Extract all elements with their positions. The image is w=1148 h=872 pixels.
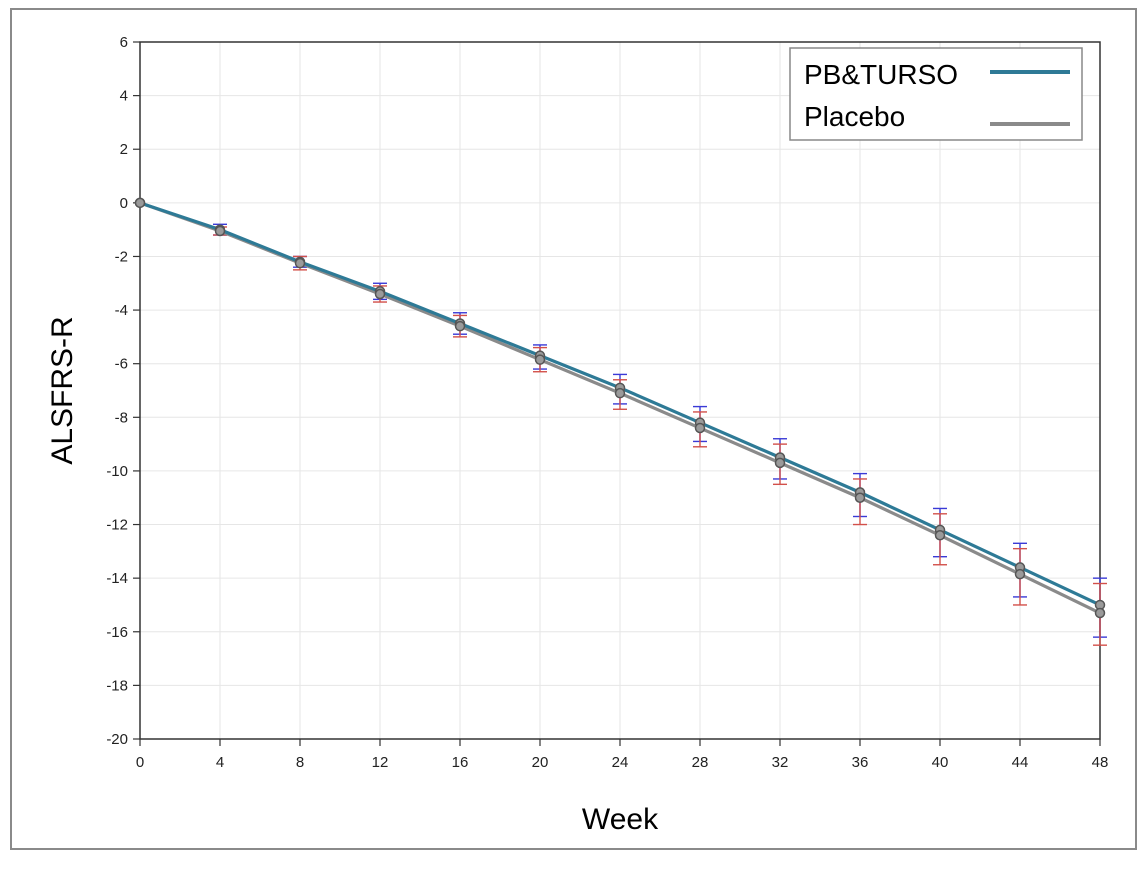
- y-tick-label: -8: [115, 409, 128, 426]
- axis-ticks: 0 4 8 12 16 20 24 28 32 36 40 44 486420-2-4-6-8-10-1…: [106, 34, 1108, 771]
- x-tick-label: 48: [1092, 754, 1109, 771]
- line-chart: 0 4 8 12 16 20 24 28 32 36 40 44 486420-2-4-6-8-10-1…: [46, 34, 1108, 836]
- data-point-placebo: [454, 320, 466, 332]
- y-tick-label: 4: [120, 88, 128, 105]
- x-tick-label: 12: [372, 754, 389, 771]
- error-bars-pb-turso: [213, 223, 1107, 638]
- error-bars-placebo: [213, 226, 1107, 646]
- y-tick-label: -14: [106, 570, 128, 587]
- series-layer: [134, 197, 1107, 646]
- data-point-placebo: [374, 288, 386, 300]
- x-tick-label: 32: [772, 754, 789, 771]
- y-tick-label: 6: [120, 34, 128, 51]
- y-tick-label: -2: [115, 248, 128, 265]
- x-axis-title: Week: [582, 803, 659, 836]
- data-point-placebo: [134, 197, 146, 209]
- data-point-placebo: [534, 354, 546, 365]
- data-point-placebo: [1094, 607, 1106, 619]
- x-tick-label: 36: [852, 754, 869, 771]
- data-point-placebo: [774, 457, 786, 469]
- data-point-placebo: [214, 225, 226, 237]
- x-tick-label: 8: [296, 754, 304, 771]
- y-tick-label: -4: [115, 302, 128, 319]
- data-point-placebo: [1014, 568, 1026, 580]
- x-tick-label: 28: [692, 754, 709, 771]
- x-tick-label: 24: [612, 754, 629, 771]
- data-point-placebo: [694, 422, 706, 434]
- data-point-placebo: [294, 257, 306, 269]
- legend-label-pb-turso: PB&TURSO: [804, 59, 958, 90]
- data-point-placebo: [614, 387, 626, 399]
- y-tick-label: -10: [106, 463, 128, 480]
- legend-label-placebo: Placebo: [804, 101, 905, 132]
- legend: PB&TURSO Placebo: [789, 47, 1083, 141]
- chart-frame: 0 4 8 12 16 20 24 28 32 36 40 44 48 6 4 2 0 -2 -4 -6 -8 -10 -1…: [10, 8, 1137, 850]
- y-tick-label: -6: [115, 356, 128, 373]
- x-tick-label: 16: [452, 754, 469, 771]
- x-tick-label: 20: [532, 754, 549, 771]
- y-tick-label: 2: [120, 141, 128, 158]
- y-tick-label: -12: [106, 517, 128, 534]
- data-point-placebo: [854, 492, 866, 503]
- x-tick-label: 40: [932, 754, 949, 771]
- data-point-placebo: [934, 530, 946, 541]
- y-tick-label: -18: [106, 677, 128, 694]
- x-tick-label: 0: [136, 754, 144, 771]
- x-tick-label: 4: [216, 754, 224, 771]
- y-tick-label: -16: [106, 624, 128, 641]
- y-tick-label: 0: [120, 195, 128, 212]
- y-tick-label: -20: [106, 731, 128, 748]
- y-axis-title: ALSFRS-R: [46, 316, 79, 464]
- x-tick-label: 44: [1012, 754, 1029, 771]
